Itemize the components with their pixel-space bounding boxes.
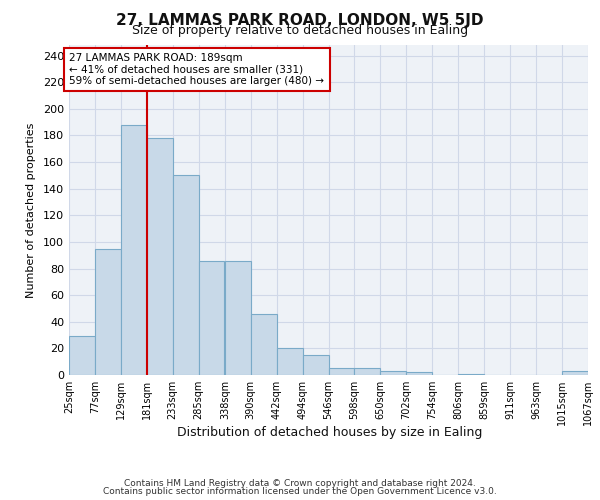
Text: Contains HM Land Registry data © Crown copyright and database right 2024.: Contains HM Land Registry data © Crown c…	[124, 478, 476, 488]
Bar	[380, 371, 406, 375]
Bar	[302, 355, 329, 375]
Bar	[173, 176, 199, 375]
Text: 27, LAMMAS PARK ROAD, LONDON, W5 5JD: 27, LAMMAS PARK ROAD, LONDON, W5 5JD	[116, 12, 484, 28]
Bar	[121, 125, 147, 375]
Bar	[225, 260, 251, 375]
Text: 27 LAMMAS PARK ROAD: 189sqm
← 41% of detached houses are smaller (331)
59% of se: 27 LAMMAS PARK ROAD: 189sqm ← 41% of det…	[70, 53, 325, 86]
Bar	[277, 348, 302, 375]
Bar	[562, 371, 588, 375]
Bar	[251, 314, 277, 375]
Bar	[69, 336, 95, 375]
Bar	[329, 368, 355, 375]
Text: Contains public sector information licensed under the Open Government Licence v3: Contains public sector information licen…	[103, 487, 497, 496]
Bar	[95, 248, 121, 375]
Bar	[406, 372, 432, 375]
Bar	[355, 368, 380, 375]
Bar	[458, 374, 484, 375]
Text: Size of property relative to detached houses in Ealing: Size of property relative to detached ho…	[132, 24, 468, 37]
Bar	[199, 260, 224, 375]
Y-axis label: Number of detached properties: Number of detached properties	[26, 122, 36, 298]
Bar	[147, 138, 173, 375]
Text: Distribution of detached houses by size in Ealing: Distribution of detached houses by size …	[178, 426, 482, 439]
